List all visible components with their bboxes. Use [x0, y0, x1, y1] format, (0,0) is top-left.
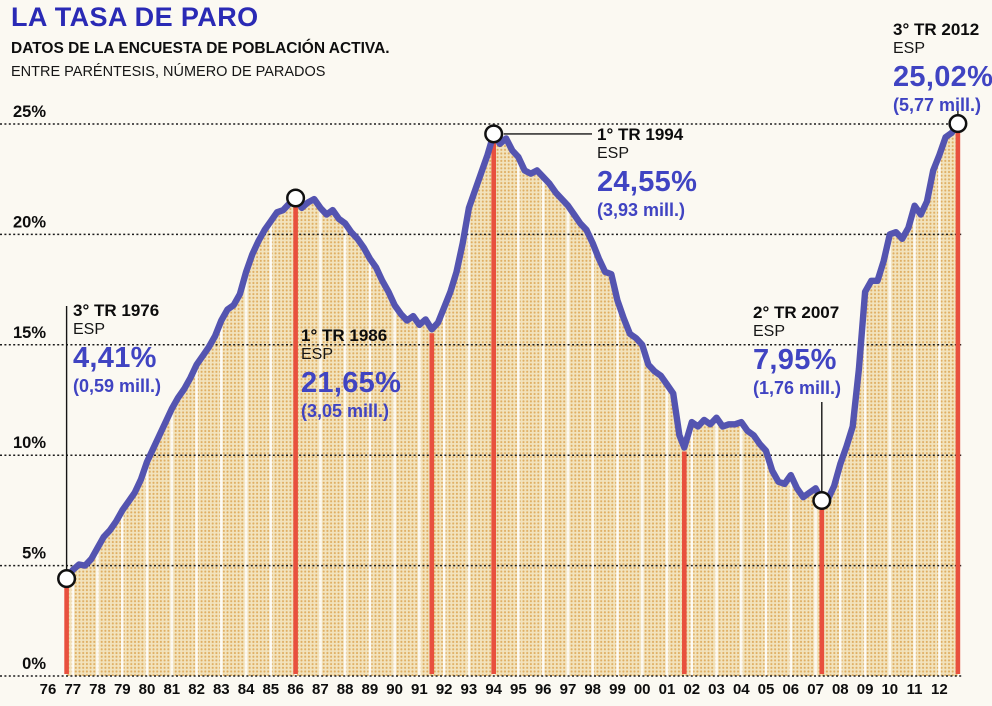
annotation-1986: 1° TR 1986 ESP 21,65% (3,05 mill.)	[301, 326, 402, 421]
y-axis-label: 0%	[22, 655, 46, 673]
annotation-quarter-label: 3° TR 2012	[893, 20, 980, 39]
x-axis-label: 76	[40, 681, 57, 698]
annotation-rate: 7,95%	[753, 343, 837, 376]
y-axis-label: 10%	[13, 434, 46, 452]
x-axis-label: 97	[560, 681, 577, 698]
x-axis-label: 83	[213, 681, 230, 698]
annotation-unemployed: (3,05 mill.)	[301, 400, 390, 421]
annotation-unemployed: (0,59 mill.)	[73, 375, 162, 396]
annotation-region: ESP	[753, 323, 786, 341]
y-axis-label: 20%	[13, 213, 46, 231]
x-axis-label: 84	[238, 681, 255, 698]
annotation-quarter-label: 1° TR 1994	[597, 125, 684, 144]
x-axis-label: 10	[881, 681, 898, 698]
annotation-region: ESP	[597, 145, 630, 163]
subtitle: DATOS DE LA ENCUESTA DE POBLACIÓN ACTIVA…	[11, 40, 390, 57]
x-axis-label: 81	[163, 681, 180, 698]
page-title: LA TASA DE PARO	[11, 2, 259, 32]
annotation-quarter-label: 3° TR 1976	[73, 301, 160, 320]
x-axis-label: 08	[832, 681, 849, 698]
x-axis-label: 06	[782, 681, 799, 698]
annotation-2012: 3° TR 2012 ESP 25,02% (5,77 mill.)	[893, 20, 992, 115]
x-axis-label: 94	[485, 681, 502, 698]
x-axis-label: 93	[461, 681, 478, 698]
annotation-2007: 2° TR 2007 ESP 7,95% (1,76 mill.)	[753, 303, 842, 398]
x-axis-label: 01	[659, 681, 676, 698]
x-axis-label: 79	[114, 681, 131, 698]
key-point-marker	[948, 114, 968, 134]
x-axis-label: 96	[535, 681, 552, 698]
key-point-marker	[286, 188, 306, 208]
y-axis-label: 15%	[13, 324, 46, 342]
key-point-marker	[57, 569, 77, 589]
key-point-marker	[484, 124, 504, 144]
area-fill	[66, 123, 958, 677]
note: ENTRE PARÉNTESIS, NÚMERO DE PARADOS	[11, 64, 326, 80]
x-axis-label: 99	[609, 681, 626, 698]
x-axis-label: 07	[807, 681, 824, 698]
x-axis-label: 03	[708, 681, 725, 698]
annotation-unemployed: (3,93 mill.)	[597, 199, 686, 220]
x-axis-label: 95	[510, 681, 527, 698]
x-axis-label: 98	[584, 681, 601, 698]
x-axis-label: 85	[262, 681, 279, 698]
annotation-region: ESP	[73, 321, 106, 339]
annotation-rate: 25,02%	[893, 60, 992, 93]
x-axis-label: 78	[89, 681, 106, 698]
annotation-quarter-label: 1° TR 1986	[301, 326, 388, 345]
x-axis-label: 02	[683, 681, 700, 698]
key-point-marker	[812, 490, 832, 511]
annotation-1994: 1° TR 1994 ESP 24,55% (3,93 mill.)	[597, 125, 698, 220]
x-axis-label: 00	[634, 681, 651, 698]
annotation-rate: 24,55%	[597, 165, 698, 198]
annotation-rate: 21,65%	[301, 366, 402, 399]
x-axis-label: 90	[386, 681, 403, 698]
annotation-quarter-label: 2° TR 2007	[753, 303, 840, 322]
x-axis-label: 86	[287, 681, 304, 698]
annotation-rate: 4,41%	[73, 341, 157, 374]
y-axis-label: 5%	[22, 545, 46, 563]
x-axis-label: 09	[857, 681, 874, 698]
x-axis-label: 05	[758, 681, 775, 698]
x-axis-label: 77	[64, 681, 81, 698]
y-axis-label: 25%	[13, 103, 46, 121]
x-axis-label: 89	[362, 681, 379, 698]
unemployment-line	[63, 120, 962, 582]
x-axis-label: 11	[907, 681, 923, 698]
x-axis-label: 91	[411, 681, 428, 698]
x-axis-label: 88	[337, 681, 354, 698]
annotation-unemployed: (5,77 mill.)	[893, 94, 982, 115]
x-axis-label: 82	[188, 681, 205, 698]
x-axis-label: 87	[312, 681, 329, 698]
annotation-region: ESP	[893, 40, 926, 58]
x-axis-label: 80	[139, 681, 156, 698]
x-axis-label: 04	[733, 681, 750, 698]
annotation-region: ESP	[301, 346, 334, 364]
annotation-unemployed: (1,76 mill.)	[753, 377, 842, 398]
x-axis-label: 12	[931, 681, 948, 698]
x-axis-label: 92	[436, 681, 453, 698]
annotation-1976: 3° TR 1976 ESP 4,41% (0,59 mill.)	[73, 301, 162, 396]
header: LA TASA DE PARO DATOS DE LA ENCUESTA DE …	[11, 2, 390, 80]
